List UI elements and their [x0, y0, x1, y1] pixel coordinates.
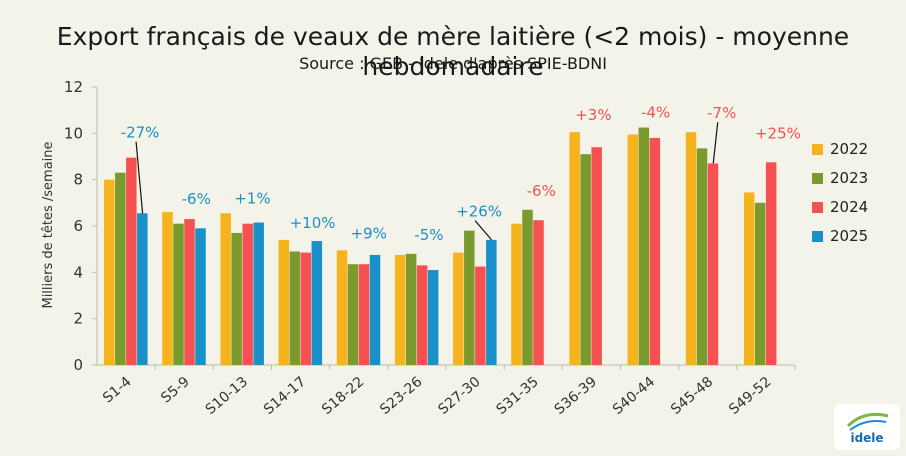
y-tick-label: 2: [73, 310, 83, 328]
x-tick-label: S10-13: [203, 374, 251, 418]
chart-subtitle: Source : GEB - Idele d'après SPIE-BDNI: [299, 54, 607, 73]
leader-line: [474, 220, 493, 241]
x-tick-label: S18-22: [319, 374, 367, 418]
x-tick-label: S27-30: [435, 374, 483, 418]
bar-2023: [115, 172, 126, 365]
bar-2024: [242, 223, 253, 365]
legend-swatch: [812, 231, 823, 242]
x-tick-label: S5-9: [158, 374, 193, 407]
bar-2022: [511, 223, 522, 365]
bar-2024: [765, 162, 777, 365]
y-tick-label: 8: [73, 171, 83, 189]
change-label: +3%: [575, 106, 611, 124]
bar-2022: [569, 132, 580, 365]
leader-line: [135, 141, 144, 214]
bar-2025: [195, 228, 206, 365]
bar-2024: [591, 147, 602, 365]
legend-label: 2023: [830, 169, 868, 187]
bar-2024: [184, 219, 195, 365]
bar-2023: [638, 127, 650, 366]
legend-label: 2022: [830, 140, 868, 158]
y-axis-label: Milliers de têtes /semaine: [41, 141, 56, 308]
y-tick-label: 12: [64, 78, 83, 96]
x-tick-label: S1-4: [100, 374, 135, 407]
bar-2022: [627, 134, 639, 365]
change-label: +10%: [290, 214, 336, 232]
legend-swatch: [812, 144, 823, 155]
y-tick-label: 6: [73, 217, 83, 235]
bar-2022: [453, 252, 464, 365]
bar-2025: [369, 254, 381, 365]
change-label: -6%: [182, 190, 211, 208]
change-label: -4%: [641, 104, 670, 122]
bar-2025: [137, 213, 148, 365]
bar-2024: [649, 137, 661, 365]
x-tick-label: S36-39: [552, 374, 600, 418]
bar-2024: [300, 252, 312, 365]
bar-2022: [394, 254, 406, 365]
x-tick-label: S31-35: [494, 374, 542, 418]
bar-2024: [707, 163, 719, 365]
bar-2022: [162, 212, 173, 365]
x-tick-label: S40-44: [610, 374, 658, 418]
legend-swatch: [812, 173, 823, 184]
bar-2022: [685, 132, 697, 365]
bars: [104, 127, 777, 366]
legend-label: 2024: [830, 198, 868, 216]
leader-line: [712, 122, 719, 164]
change-label: -6%: [527, 182, 556, 200]
bar-2024: [358, 264, 370, 365]
bar-2023: [173, 223, 184, 365]
bar-2022: [104, 179, 115, 365]
idele-logo: idele: [834, 404, 900, 450]
bar-2025: [311, 241, 323, 365]
bar-2024: [126, 157, 137, 365]
y-tick-label: 0: [73, 356, 83, 374]
chart-title: Export français de veaux de mère laitièr…: [56, 22, 850, 81]
change-label: +1%: [234, 189, 270, 207]
annotations: -27% -6% +1% +10% +9% -5% +26% -6% +3% -4% -7% +25%: [121, 104, 801, 244]
legend-label: 2025: [830, 227, 868, 245]
bar-2023: [347, 264, 359, 365]
legend-swatch: [812, 202, 823, 213]
change-label: -27%: [121, 124, 160, 142]
bar-2024: [416, 265, 428, 365]
bar-2022: [336, 250, 348, 365]
bar-2025: [427, 270, 439, 365]
bar-2023: [231, 232, 242, 365]
bar-2025: [253, 222, 264, 365]
bar-2025: [486, 239, 497, 365]
bar-2024: [533, 220, 544, 365]
bar-2023: [696, 148, 708, 365]
logo-text: idele: [850, 431, 883, 445]
bar-2024: [475, 266, 486, 365]
bar-2023: [522, 209, 533, 365]
y-tick-label: 10: [64, 124, 83, 142]
bar-2023: [289, 251, 301, 365]
x-tick-label: S14-17: [261, 374, 309, 418]
x-tick-label: S49-52: [726, 374, 774, 418]
change-label: +26%: [456, 203, 502, 221]
bar-2022: [278, 239, 290, 365]
change-label: -5%: [414, 226, 443, 244]
x-tick-label: S45-48: [668, 374, 716, 418]
legend: 2022 2023 2024 2025: [812, 140, 868, 245]
bar-2023: [464, 230, 475, 365]
x-tick-label: S23-26: [377, 374, 425, 418]
change-label: +9%: [351, 224, 387, 242]
y-tick-label: 4: [73, 263, 83, 281]
bar-2023: [580, 154, 591, 365]
bar-2023: [754, 202, 766, 365]
change-label: +25%: [755, 124, 801, 142]
bar-2023: [405, 253, 417, 365]
bar-2022: [220, 213, 231, 365]
bar-2022: [743, 192, 755, 365]
change-label: -7%: [707, 104, 736, 122]
